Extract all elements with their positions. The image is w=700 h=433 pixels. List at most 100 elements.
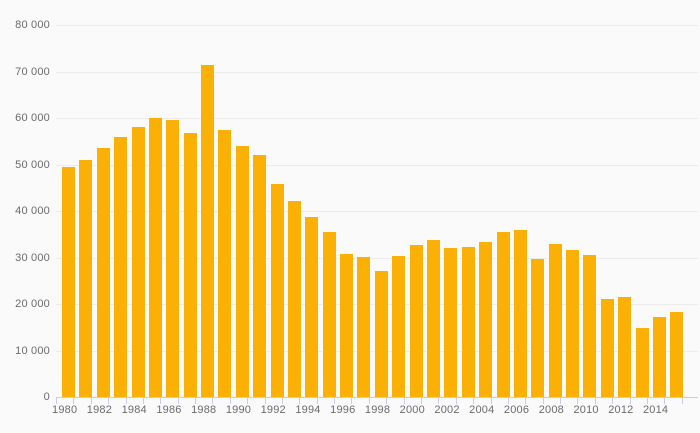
- plot-area: [56, 0, 700, 433]
- x-axis-tick: [560, 397, 562, 404]
- x-axis-tick: [229, 397, 231, 404]
- x-axis-tick: [125, 397, 127, 404]
- x-axis-label-1980: 1980: [52, 404, 78, 416]
- bar-1995[interactable]: [322, 231, 336, 397]
- bar-2010[interactable]: [583, 255, 597, 397]
- x-axis-tick: [142, 397, 144, 404]
- bar-1997[interactable]: [357, 257, 371, 397]
- y-axis-label: 50 000: [15, 158, 50, 171]
- bar-1991[interactable]: [253, 155, 267, 397]
- x-axis-label-1990: 1990: [225, 404, 252, 416]
- x-axis-tick: [455, 397, 457, 404]
- bar-1989[interactable]: [218, 130, 232, 397]
- bar-2015[interactable]: [670, 312, 684, 397]
- x-axis-label-2010: 2010: [573, 404, 599, 416]
- bar-1992[interactable]: [270, 183, 284, 397]
- bar-1993[interactable]: [287, 201, 301, 397]
- x-axis-tick: [612, 397, 614, 404]
- y-axis-label: 30 000: [15, 251, 50, 264]
- x-axis-tick: [247, 397, 249, 404]
- x-axis-tick: [420, 397, 422, 404]
- gridline-60000: [56, 118, 698, 119]
- bar-1996[interactable]: [340, 254, 354, 397]
- y-axis-label: 0: [43, 391, 50, 403]
- bar-1984[interactable]: [131, 126, 145, 397]
- x-axis-tick: [212, 397, 214, 404]
- x-axis-tick: [629, 397, 631, 404]
- x-axis-tick: [351, 397, 353, 404]
- x-axis-tick: [646, 397, 648, 404]
- gridline-80000: [56, 25, 698, 26]
- bar-1982[interactable]: [96, 148, 110, 397]
- gridline-40000: [56, 211, 698, 212]
- bar-2001[interactable]: [426, 240, 440, 397]
- bar-1986[interactable]: [166, 119, 180, 397]
- bar-2005[interactable]: [496, 232, 510, 397]
- x-axis-tick: [160, 397, 162, 404]
- x-axis-tick: [473, 397, 475, 404]
- bar-1981[interactable]: [79, 159, 93, 397]
- x-axis-label-2004: 2004: [469, 404, 495, 416]
- bar-1999[interactable]: [392, 255, 406, 397]
- bar-2014[interactable]: [652, 317, 666, 397]
- bar-2004[interactable]: [479, 241, 493, 397]
- y-axis-label: 80 000: [15, 19, 50, 31]
- x-axis-line: [56, 397, 698, 398]
- y-axis-label: 10 000: [15, 344, 50, 357]
- bar-1985[interactable]: [148, 118, 162, 397]
- x-axis-tick: [73, 397, 75, 404]
- bar-2008[interactable]: [548, 243, 562, 397]
- y-axis: 80 000 70 000 60 000 50 000 40 000 30 000 20 0…: [0, 0, 50, 433]
- x-axis-tick: [403, 397, 405, 404]
- bar-2002[interactable]: [444, 248, 458, 397]
- x-axis-label-1984: 1984: [121, 404, 147, 416]
- bar-1983[interactable]: [114, 136, 128, 397]
- x-axis-label-2002: 2002: [434, 404, 460, 416]
- x-axis-label-2006: 2006: [503, 404, 530, 416]
- x-axis-tick: [108, 397, 110, 404]
- x-axis-tick: [56, 397, 57, 404]
- y-axis-label: 60 000: [15, 112, 50, 124]
- x-axis-label-2012: 2012: [608, 404, 634, 416]
- bar-1980[interactable]: [62, 167, 75, 397]
- bar-2000[interactable]: [409, 245, 423, 397]
- x-axis-label-1992: 1992: [260, 404, 286, 416]
- x-axis-tick: [334, 397, 336, 404]
- y-axis-label: 20 000: [15, 298, 50, 310]
- bar-1994[interactable]: [305, 216, 319, 397]
- x-axis-tick: [507, 397, 509, 404]
- bar-1988[interactable]: [201, 65, 215, 397]
- x-axis-label-1998: 1998: [364, 404, 391, 416]
- x-axis-tick: [664, 397, 666, 404]
- gridline-30000: [56, 257, 698, 259]
- bar-1987[interactable]: [183, 133, 197, 397]
- x-axis-label-1996: 1996: [330, 404, 356, 416]
- bar-2009[interactable]: [566, 249, 580, 397]
- bar-1990[interactable]: [235, 145, 249, 397]
- bar-2012[interactable]: [618, 297, 632, 397]
- x-axis-tick: [525, 397, 527, 404]
- y-axis-label: 70 000: [15, 65, 50, 78]
- x-axis-tick: [90, 397, 92, 404]
- x-axis-label-2000: 2000: [399, 404, 425, 416]
- bar-2003[interactable]: [461, 246, 475, 397]
- x-axis-tick: [594, 397, 596, 404]
- x-axis-tick: [299, 397, 301, 404]
- x-axis-tick: [195, 397, 197, 404]
- bar-2006[interactable]: [513, 229, 527, 397]
- bar-2013[interactable]: [635, 327, 649, 397]
- x-axis-label-2008: 2008: [538, 404, 564, 416]
- x-axis-label-1982: 1982: [86, 404, 113, 416]
- x-axis-tick: [386, 397, 388, 404]
- bar-2007[interactable]: [531, 259, 545, 397]
- x-axis-tick: [681, 397, 683, 404]
- x-axis-tick: [577, 397, 579, 404]
- x-axis-label-2014: 2014: [642, 404, 669, 416]
- x-axis-tick: [281, 397, 283, 404]
- gridline-50000: [56, 164, 698, 166]
- x-axis-label-1986: 1986: [156, 404, 182, 416]
- x-axis-tick: [490, 397, 492, 404]
- bar-1998[interactable]: [374, 271, 388, 397]
- bar-2011[interactable]: [600, 299, 614, 397]
